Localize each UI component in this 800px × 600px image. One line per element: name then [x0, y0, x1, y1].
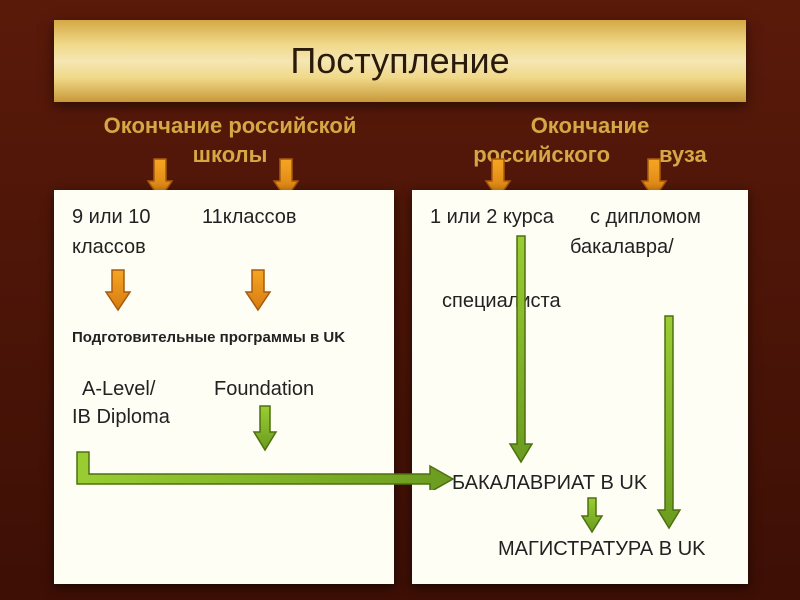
text-bach-uk: БАКАЛАВРИАТ В UK	[452, 470, 647, 497]
arrow-down-icon	[580, 496, 604, 539]
text-alevel: A-Level/	[82, 376, 155, 403]
text-mag-uk: МАГИСТРАТУРА В UK	[498, 536, 738, 563]
arrow-down-long-icon	[656, 314, 682, 535]
heading-school: Окончание российской школы	[80, 112, 380, 169]
text-ib: IB Diploma	[72, 404, 170, 431]
text-11: 11классов	[202, 204, 297, 231]
text-bachelor: бакалавра/	[570, 234, 674, 261]
arrow-down-long-icon	[508, 234, 534, 469]
arrow-down-icon	[104, 268, 132, 317]
card-school-path: 9 или 10 11классов классов Подготовитель…	[54, 190, 394, 584]
text-1-2-courses: 1 или 2 курса	[430, 204, 554, 231]
page-title: Поступление	[290, 40, 509, 82]
arrow-down-icon	[244, 268, 272, 317]
text-prep-programs: Подготовительные программы в UK	[72, 328, 372, 348]
title-banner: Поступление	[54, 20, 746, 102]
text-classes: классов	[72, 234, 146, 261]
arrow-elbow-right-icon	[75, 450, 455, 495]
card-university-path: 1 или 2 курса с дипломом бакалавра/ спец…	[412, 190, 748, 584]
text-specialist: специалиста	[442, 288, 561, 315]
text-9-10: 9 или 10	[72, 204, 151, 231]
text-foundation: Foundation	[214, 376, 314, 403]
text-with-diploma: с дипломом	[590, 204, 701, 231]
